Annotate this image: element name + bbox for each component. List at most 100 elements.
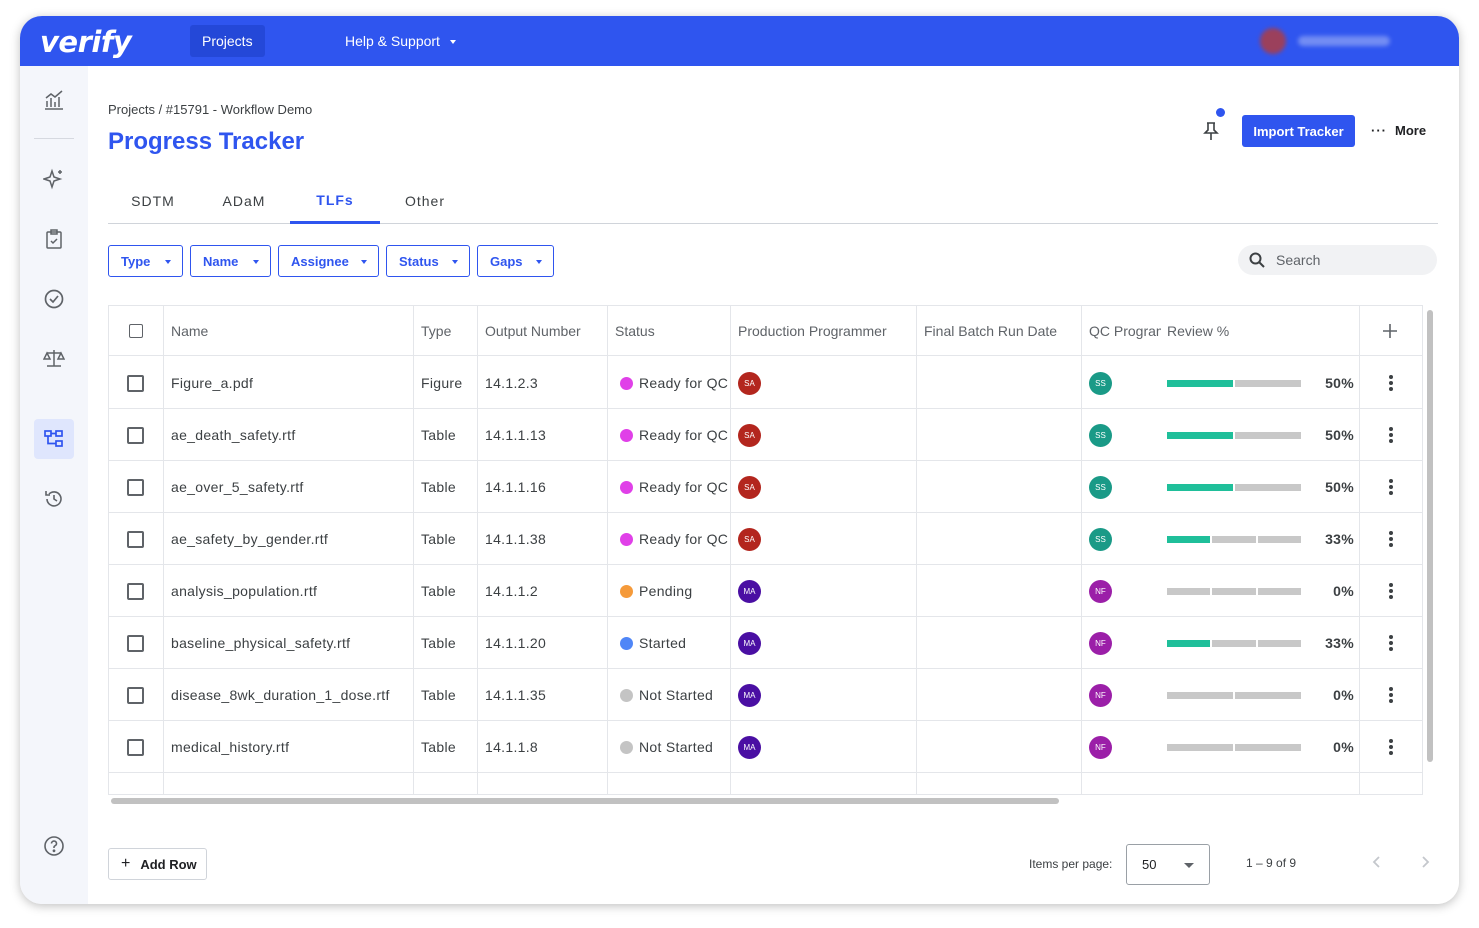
cell-status[interactable]: Ready for QC	[620, 513, 728, 565]
cell-name[interactable]: medical_history.rtf	[171, 739, 290, 755]
history-icon[interactable]	[34, 479, 74, 519]
row-kebab-menu[interactable]	[1389, 669, 1393, 721]
check-circle-icon[interactable]	[34, 279, 74, 319]
cell-qc-programmer[interactable]: NF	[1089, 721, 1112, 773]
cell-qc-programmer[interactable]: SS	[1089, 461, 1112, 513]
nav-help-support[interactable]: Help & Support	[345, 25, 456, 57]
cell-name[interactable]: analysis_population.rtf	[171, 583, 318, 599]
row-checkbox[interactable]	[127, 530, 144, 548]
col-header-final-batch-run-date[interactable]: Final Batch Run Date	[924, 323, 1058, 339]
row-checkbox[interactable]	[127, 634, 144, 652]
scale-icon[interactable]	[34, 338, 74, 378]
more-button[interactable]: ··· More	[1371, 123, 1426, 138]
table-row[interactable]: ae_over_5_safety.rtf Table 14.1.1.16 Ready …	[109, 461, 1422, 513]
app-logo[interactable]: verify	[40, 25, 132, 59]
cell-production-programmer[interactable]: SA	[738, 461, 761, 513]
workflow-icon[interactable]	[34, 419, 74, 459]
pin-icon[interactable]	[1200, 120, 1222, 142]
items-per-page-select[interactable]: 50	[1126, 844, 1210, 885]
row-kebab-menu[interactable]	[1389, 461, 1393, 513]
tab-sdtm[interactable]: SDTM	[131, 193, 175, 209]
clipboard-check-icon[interactable]	[34, 219, 74, 259]
cell-production-programmer[interactable]: SA	[738, 357, 761, 409]
cell-status[interactable]: Pending	[620, 565, 692, 617]
row-checkbox[interactable]	[127, 582, 144, 600]
cell-qc-programmer[interactable]: NF	[1089, 617, 1112, 669]
cell-qc-programmer[interactable]: SS	[1089, 513, 1112, 565]
tab-tlfs[interactable]: TLFs	[290, 178, 380, 224]
cell-status[interactable]: Ready for QC	[620, 461, 728, 513]
cell-name[interactable]: disease_8wk_duration_1_dose.rtf	[171, 687, 390, 703]
col-header-qc-programmer[interactable]: QC Programmer	[1089, 323, 1161, 339]
filter-name[interactable]: Name	[190, 245, 271, 277]
table-row[interactable]: analysis_population.rtf Table 14.1.1.2 Pend…	[109, 565, 1422, 617]
table-row[interactable]: ae_death_safety.rtf Table 14.1.1.13 Ready f…	[109, 409, 1422, 461]
row-checkbox[interactable]	[127, 686, 144, 704]
kebab-icon	[1389, 426, 1393, 444]
cell-production-programmer[interactable]: MA	[738, 617, 761, 669]
tab-other[interactable]: Other	[404, 193, 445, 209]
filter-assignee[interactable]: Assignee	[278, 245, 379, 277]
cell-status[interactable]: Ready for QC	[620, 409, 728, 461]
filter-type[interactable]: Type	[108, 245, 183, 277]
import-tracker-button[interactable]: Import Tracker	[1242, 115, 1355, 147]
col-header-type[interactable]: Type	[421, 323, 452, 339]
row-checkbox[interactable]	[127, 478, 144, 496]
row-kebab-menu[interactable]	[1389, 721, 1393, 773]
col-header-output-number[interactable]: Output Number	[485, 323, 581, 339]
row-kebab-menu[interactable]	[1389, 617, 1393, 669]
col-header-name[interactable]: Name	[171, 323, 209, 339]
cell-production-programmer[interactable]: MA	[738, 669, 761, 721]
add-column-icon[interactable]	[1382, 306, 1402, 356]
cell-qc-programmer[interactable]: SS	[1089, 409, 1112, 461]
row-checkbox[interactable]	[127, 738, 144, 756]
breadcrumb[interactable]: Projects / #15791 - Workflow Demo	[108, 102, 313, 117]
chevron-left-icon[interactable]	[1369, 854, 1385, 870]
cell-qc-programmer[interactable]: NF	[1089, 669, 1112, 721]
cell-name[interactable]: Figure_a.pdf	[171, 375, 254, 391]
cell-name[interactable]: ae_safety_by_gender.rtf	[171, 531, 329, 547]
nav-projects[interactable]: Projects	[190, 25, 265, 57]
chevron-right-icon[interactable]	[1417, 854, 1433, 870]
filter-status[interactable]: Status	[386, 245, 470, 277]
table-row[interactable]: ae_safety_by_gender.rtf Table 14.1.1.38 Rea…	[109, 513, 1422, 565]
table-row[interactable]: baseline_physical_safety.rtf Table 14.1.1.…	[109, 617, 1422, 669]
cell-production-programmer[interactable]: SA	[738, 409, 761, 461]
cell-review-progress	[1167, 409, 1303, 461]
analytics-icon[interactable]	[34, 80, 74, 120]
filter-gaps[interactable]: Gaps	[477, 245, 554, 277]
col-header-production-programmer[interactable]: Production Programmer	[738, 323, 887, 339]
add-row-button[interactable]: + Add Row	[108, 848, 207, 880]
tab-adam[interactable]: ADaM	[222, 193, 266, 209]
col-header-status[interactable]: Status	[615, 323, 655, 339]
select-all-checkbox[interactable]	[129, 324, 143, 338]
cell-status[interactable]: Not Started	[620, 721, 713, 773]
cell-production-programmer[interactable]: MA	[738, 721, 761, 773]
cell-name[interactable]: baseline_physical_safety.rtf	[171, 635, 351, 651]
row-kebab-menu[interactable]	[1389, 513, 1393, 565]
cell-name[interactable]: ae_death_safety.rtf	[171, 427, 296, 443]
user-menu[interactable]	[1260, 26, 1420, 56]
table-row[interactable]: Figure_a.pdf Figure 14.1.2.3 Ready for QC SA…	[109, 357, 1422, 409]
cell-qc-programmer[interactable]: SS	[1089, 357, 1112, 409]
cell-qc-programmer[interactable]: NF	[1089, 565, 1112, 617]
cell-status[interactable]: Started	[620, 617, 686, 669]
cell-name[interactable]: ae_over_5_safety.rtf	[171, 479, 304, 495]
row-kebab-menu[interactable]	[1389, 409, 1393, 461]
cell-production-programmer[interactable]: SA	[738, 513, 761, 565]
row-kebab-menu[interactable]	[1389, 565, 1393, 617]
sparkle-icon[interactable]	[34, 159, 74, 199]
row-kebab-menu[interactable]	[1389, 357, 1393, 409]
table-row[interactable]: medical_history.rtf Table 14.1.1.8 Not Star…	[109, 721, 1422, 773]
row-checkbox[interactable]	[127, 374, 144, 392]
row-checkbox[interactable]	[127, 426, 144, 444]
vertical-scrollbar[interactable]	[1427, 310, 1433, 762]
search-input[interactable]	[1276, 252, 1416, 268]
horizontal-scrollbar[interactable]	[111, 798, 1059, 804]
table-row[interactable]: disease_8wk_duration_1_dose.rtf Table 14.1…	[109, 669, 1422, 721]
cell-production-programmer[interactable]: MA	[738, 565, 761, 617]
cell-status[interactable]: Ready for QC	[620, 357, 728, 409]
cell-status[interactable]: Not Started	[620, 669, 713, 721]
col-header-review[interactable]: Review %	[1167, 323, 1230, 339]
help-icon[interactable]	[34, 826, 74, 866]
